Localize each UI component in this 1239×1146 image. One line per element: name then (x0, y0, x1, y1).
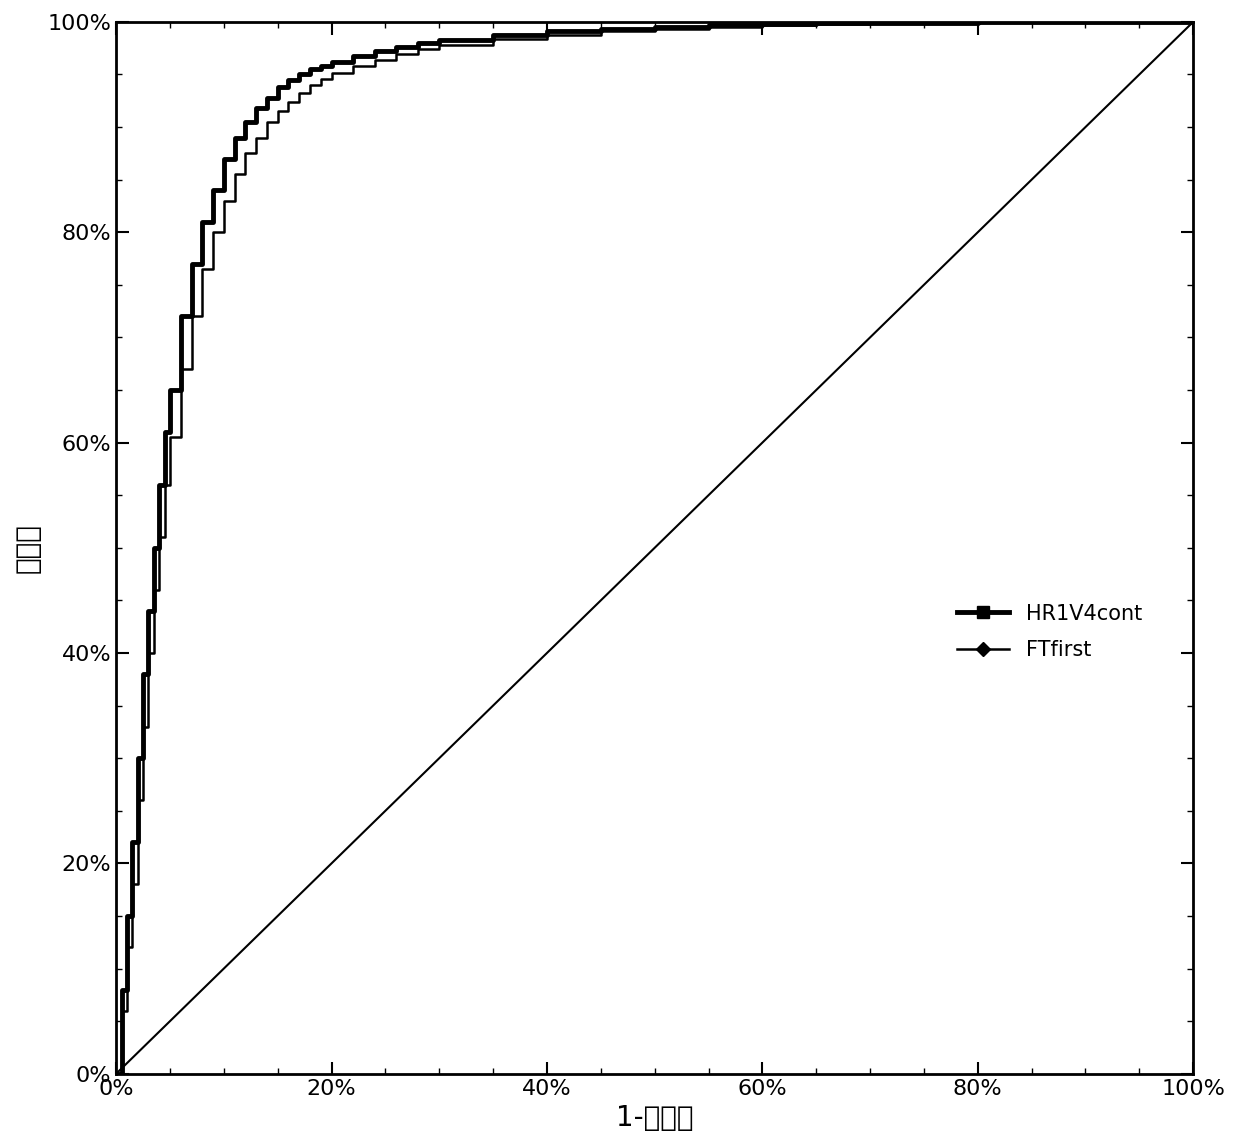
HR1V4cont (389, 40, 404, 54)
HR1V4cont (125, 835, 140, 849)
FTfirst (647, 23, 662, 37)
FTfirst (206, 226, 221, 240)
FTfirst (130, 793, 145, 807)
HR1V4cont (313, 60, 328, 73)
Line: FTfirst: FTfirst (116, 22, 1193, 1074)
Line: HR1V4cont: HR1V4cont (116, 22, 1193, 1074)
FTfirst (109, 1067, 124, 1081)
FTfirst (410, 42, 425, 56)
HR1V4cont (1132, 15, 1147, 29)
FTfirst (346, 60, 361, 73)
HR1V4cont (367, 45, 382, 58)
HR1V4cont (1186, 15, 1201, 29)
FTfirst (809, 17, 824, 31)
HR1V4cont (270, 80, 285, 94)
FTfirst (125, 878, 140, 892)
FTfirst (1078, 15, 1093, 29)
FTfirst (862, 16, 877, 30)
HR1V4cont (130, 752, 145, 766)
HR1V4cont (539, 24, 554, 38)
HR1V4cont (292, 68, 307, 81)
HR1V4cont (325, 55, 339, 69)
HR1V4cont (755, 17, 769, 31)
HR1V4cont (1078, 15, 1093, 29)
HR1V4cont (206, 183, 221, 197)
HR1V4cont (410, 36, 425, 49)
HR1V4cont (217, 151, 232, 165)
FTfirst (173, 362, 188, 376)
FTfirst (302, 78, 317, 92)
FTfirst (238, 147, 253, 160)
HR1V4cont (141, 604, 156, 618)
FTfirst (755, 18, 769, 32)
HR1V4cont (647, 21, 662, 34)
HR1V4cont (432, 33, 447, 47)
HR1V4cont (173, 309, 188, 323)
HR1V4cont (1025, 15, 1040, 29)
FTfirst (313, 72, 328, 86)
HR1V4cont (486, 28, 501, 41)
HR1V4cont (281, 73, 296, 87)
FTfirst (270, 104, 285, 118)
FTfirst (593, 24, 608, 38)
HR1V4cont (119, 909, 134, 923)
FTfirst (114, 1004, 129, 1018)
FTfirst (141, 646, 156, 660)
HR1V4cont (185, 257, 199, 270)
FTfirst (701, 21, 716, 34)
FTfirst (119, 941, 134, 955)
FTfirst (195, 262, 209, 276)
HR1V4cont (109, 1067, 124, 1081)
X-axis label: 1-特异性: 1-特异性 (616, 1104, 694, 1132)
HR1V4cont (249, 101, 264, 115)
HR1V4cont (162, 383, 177, 397)
HR1V4cont (195, 214, 209, 228)
FTfirst (217, 194, 232, 207)
FTfirst (152, 531, 167, 544)
FTfirst (249, 131, 264, 144)
HR1V4cont (146, 541, 161, 555)
FTfirst (281, 95, 296, 109)
FTfirst (432, 38, 447, 52)
HR1V4cont (259, 91, 274, 104)
HR1V4cont (157, 425, 172, 439)
HR1V4cont (238, 115, 253, 128)
FTfirst (1186, 15, 1201, 29)
HR1V4cont (136, 667, 151, 681)
FTfirst (486, 32, 501, 46)
FTfirst (1132, 15, 1147, 29)
HR1V4cont (593, 23, 608, 37)
FTfirst (146, 583, 161, 597)
HR1V4cont (970, 15, 985, 29)
Y-axis label: 灵敏度: 灵敏度 (14, 523, 42, 573)
FTfirst (292, 87, 307, 101)
FTfirst (325, 66, 339, 80)
Legend: HR1V4cont, FTfirst: HR1V4cont, FTfirst (949, 595, 1151, 668)
HR1V4cont (862, 16, 877, 30)
FTfirst (185, 309, 199, 323)
FTfirst (136, 720, 151, 733)
HR1V4cont (227, 131, 242, 144)
FTfirst (539, 28, 554, 41)
FTfirst (367, 53, 382, 66)
FTfirst (389, 48, 404, 62)
FTfirst (970, 15, 985, 29)
HR1V4cont (809, 16, 824, 30)
FTfirst (162, 431, 177, 445)
HR1V4cont (346, 48, 361, 62)
FTfirst (259, 115, 274, 128)
FTfirst (227, 167, 242, 181)
HR1V4cont (302, 62, 317, 76)
HR1V4cont (114, 982, 129, 996)
HR1V4cont (701, 18, 716, 32)
FTfirst (157, 478, 172, 492)
HR1V4cont (152, 478, 167, 492)
